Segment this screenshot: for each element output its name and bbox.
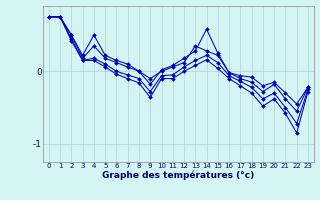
X-axis label: Graphe des températures (°c): Graphe des températures (°c) xyxy=(102,171,254,180)
